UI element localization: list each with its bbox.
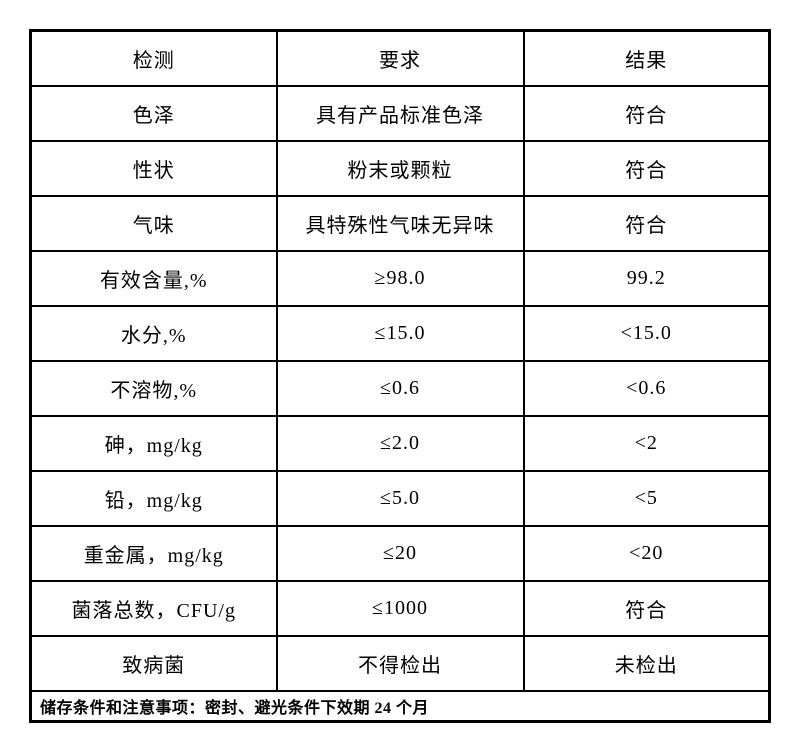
cell-test: 铅，mg/kg xyxy=(29,470,278,527)
cell-result: 符合 xyxy=(522,85,771,142)
cell-test: 色泽 xyxy=(29,85,278,142)
cell-requirement: ≤20 xyxy=(275,525,525,582)
header-cell-result: 结果 xyxy=(522,29,771,87)
table-row: 气味 具特殊性气味无异味 符合 xyxy=(29,195,771,252)
table-footer-row: 储存条件和注意事项：密封、避光条件下效期 24 个月 xyxy=(29,690,771,723)
cell-result: <0.6 xyxy=(522,360,771,417)
header-cell-test: 检测 xyxy=(29,29,278,87)
inspection-spec-table: 检测 要求 结果 色泽 具有产品标准色泽 符合 性状 粉末或颗粒 符合 气味 具… xyxy=(29,29,771,723)
table-header-row: 检测 要求 结果 xyxy=(29,29,771,87)
cell-result: 99.2 xyxy=(522,250,771,307)
table-row: 不溶物,% ≤0.6 <0.6 xyxy=(29,360,771,417)
cell-test: 有效含量,% xyxy=(29,250,278,307)
cell-requirement: ≤15.0 xyxy=(275,305,525,362)
cell-result: 符合 xyxy=(522,580,771,637)
table-row: 性状 粉末或颗粒 符合 xyxy=(29,140,771,197)
cell-test: 性状 xyxy=(29,140,278,197)
cell-test: 气味 xyxy=(29,195,278,252)
cell-requirement: 粉末或颗粒 xyxy=(275,140,525,197)
table-row: 砷，mg/kg ≤2.0 <2 xyxy=(29,415,771,472)
cell-requirement: ≤0.6 xyxy=(275,360,525,417)
table-row: 色泽 具有产品标准色泽 符合 xyxy=(29,85,771,142)
cell-result: 符合 xyxy=(522,195,771,252)
cell-test: 水分,% xyxy=(29,305,278,362)
cell-requirement: 不得检出 xyxy=(275,635,525,692)
cell-requirement: ≥98.0 xyxy=(275,250,525,307)
cell-test: 重金属，mg/kg xyxy=(29,525,278,582)
storage-note: 储存条件和注意事项：密封、避光条件下效期 24 个月 xyxy=(29,690,771,723)
cell-test: 致病菌 xyxy=(29,635,278,692)
table-row: 有效含量,% ≥98.0 99.2 xyxy=(29,250,771,307)
cell-result: <2 xyxy=(522,415,771,472)
cell-result: <5 xyxy=(522,470,771,527)
table-row: 菌落总数，CFU/g ≤1000 符合 xyxy=(29,580,771,637)
cell-test: 砷，mg/kg xyxy=(29,415,278,472)
table-row: 水分,% ≤15.0 <15.0 xyxy=(29,305,771,362)
cell-requirement: ≤1000 xyxy=(275,580,525,637)
cell-result: 符合 xyxy=(522,140,771,197)
cell-test: 菌落总数，CFU/g xyxy=(29,580,278,637)
cell-result: 未检出 xyxy=(522,635,771,692)
cell-result: <20 xyxy=(522,525,771,582)
cell-requirement: ≤5.0 xyxy=(275,470,525,527)
table-row: 重金属，mg/kg ≤20 <20 xyxy=(29,525,771,582)
cell-result: <15.0 xyxy=(522,305,771,362)
cell-requirement: 具有产品标准色泽 xyxy=(275,85,525,142)
header-cell-requirement: 要求 xyxy=(275,29,525,87)
cell-requirement: 具特殊性气味无异味 xyxy=(275,195,525,252)
table-row: 铅，mg/kg ≤5.0 <5 xyxy=(29,470,771,527)
cell-test: 不溶物,% xyxy=(29,360,278,417)
table-row: 致病菌 不得检出 未检出 xyxy=(29,635,771,692)
cell-requirement: ≤2.0 xyxy=(275,415,525,472)
